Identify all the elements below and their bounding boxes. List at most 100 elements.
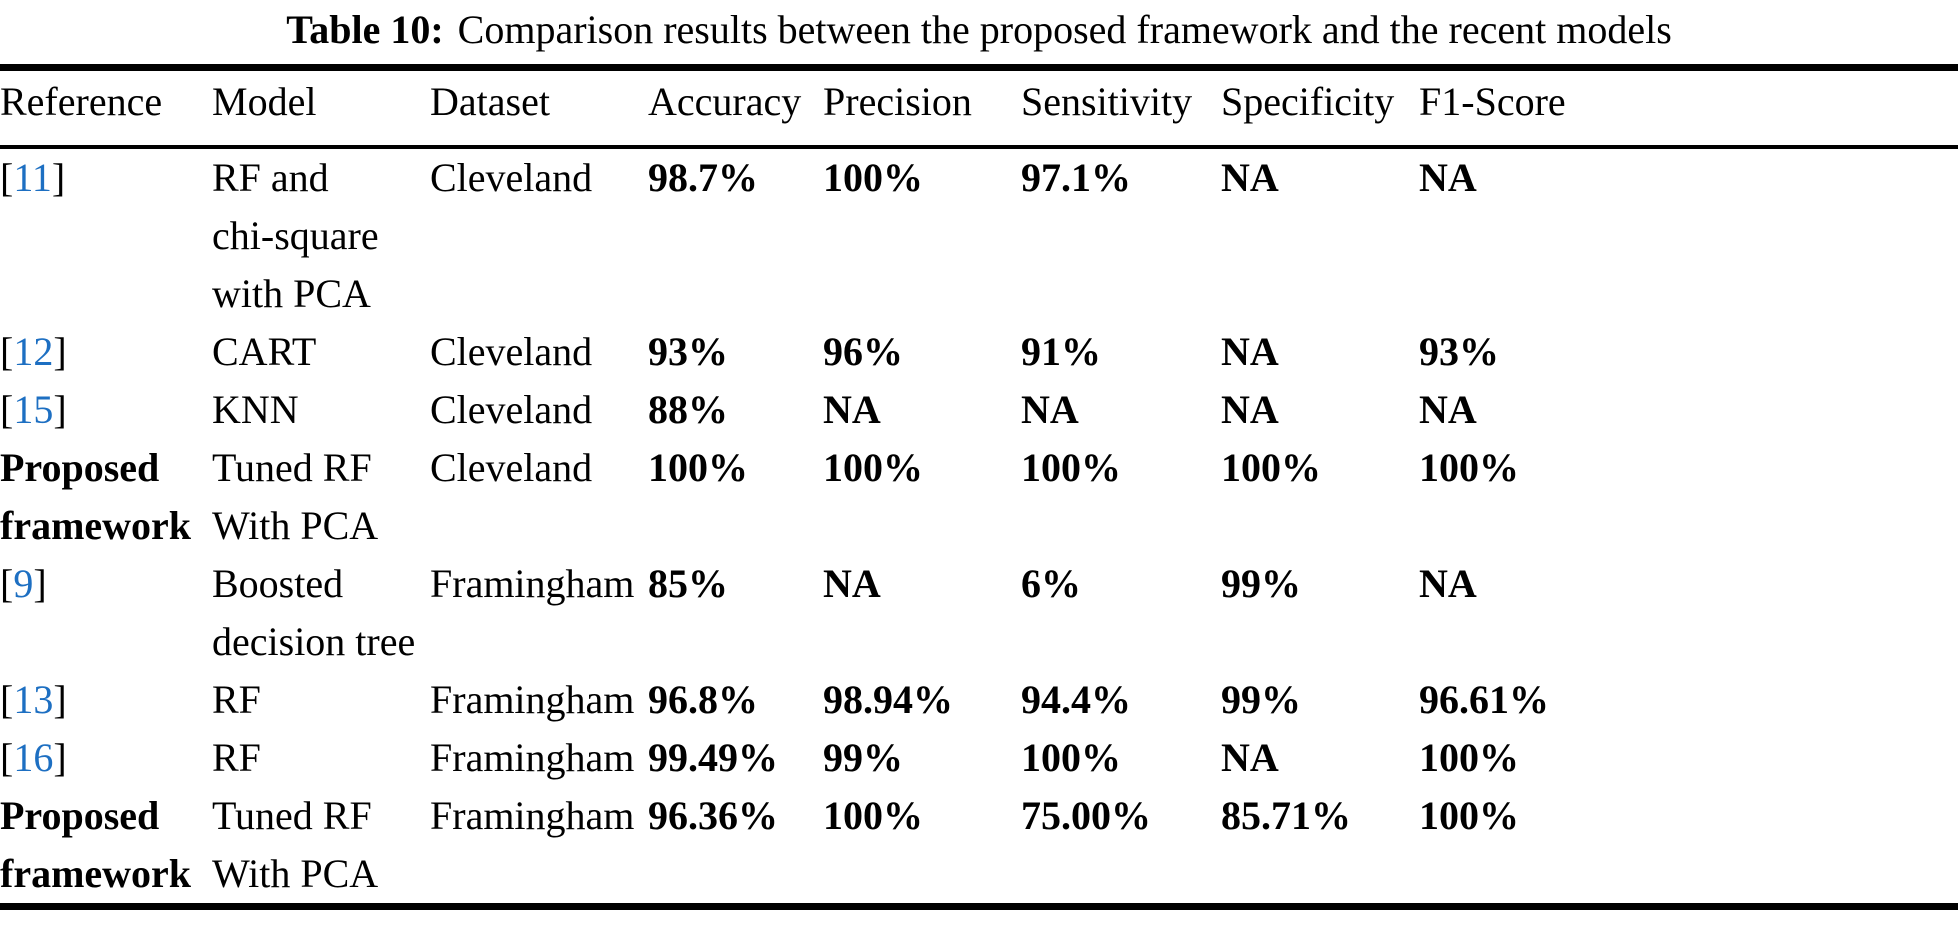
proposed-framework-label: Proposed xyxy=(0,793,160,838)
dataset-cell: Framingham xyxy=(430,793,635,838)
f1-score-cell: NA xyxy=(1419,155,1477,200)
model-line: With PCA xyxy=(212,851,379,896)
model-line: Tuned RF xyxy=(212,445,372,490)
specificity-cell: 85.71% xyxy=(1221,793,1351,838)
accuracy-cell: 96.8% xyxy=(648,677,758,722)
reference-cell: [13] xyxy=(0,671,212,729)
citation-link[interactable]: 15 xyxy=(13,387,54,432)
f1-score-cell: 93% xyxy=(1419,329,1499,374)
dataset-cell: Cleveland xyxy=(430,329,593,374)
column-header-f1-score: F1-Score xyxy=(1419,79,1566,124)
accuracy-cell: 98.7% xyxy=(648,155,758,200)
model-cell: Tuned RF With PCA xyxy=(212,787,430,907)
table-row: Proposed framework Tuned RF With PCA Framing… xyxy=(0,787,1958,907)
table-caption-label: Table 10: xyxy=(286,7,444,52)
reference-cell: [9] xyxy=(0,555,212,671)
citation-bracketed: [12] xyxy=(0,329,67,374)
column-header-precision: Precision xyxy=(823,79,972,124)
citation-link[interactable]: 11 xyxy=(13,155,52,200)
model-cell: Boosted decision tree xyxy=(212,555,430,671)
accuracy-cell: 96.36% xyxy=(648,793,778,838)
model-line: RF xyxy=(212,677,261,722)
specificity-cell: 99% xyxy=(1221,677,1301,722)
model-cell: RF xyxy=(212,671,430,729)
table-row: Proposed framework Tuned RF With PCA Clevela… xyxy=(0,439,1958,555)
sensitivity-cell: 91% xyxy=(1021,329,1101,374)
reference-cell: [12] xyxy=(0,323,212,381)
dataset-cell: Framingham xyxy=(430,735,635,780)
specificity-cell: NA xyxy=(1221,387,1279,432)
specificity-cell: NA xyxy=(1221,735,1279,780)
table-row: [9] Boosted decision tree Framingham 85% NA 6%… xyxy=(0,555,1958,671)
f1-score-cell: 96.61% xyxy=(1419,677,1549,722)
citation-bracketed: [9] xyxy=(0,561,47,606)
model-cell: RF and chi-square with PCA xyxy=(212,147,430,323)
f1-score-cell: NA xyxy=(1419,387,1477,432)
table-caption: Table 10: Comparison results between the … xyxy=(0,2,1958,58)
sensitivity-cell: 100% xyxy=(1021,445,1121,490)
sensitivity-cell: NA xyxy=(1021,387,1079,432)
dataset-cell: Framingham xyxy=(430,677,635,722)
model-line: decision tree xyxy=(212,619,416,664)
specificity-cell: 100% xyxy=(1221,445,1321,490)
table-row: [11] RF and chi-square with PCA Cleveland 98.… xyxy=(0,147,1958,323)
dataset-cell: Cleveland xyxy=(430,445,593,490)
precision-cell: 98.94% xyxy=(823,677,953,722)
model-cell: Tuned RF With PCA xyxy=(212,439,430,555)
accuracy-cell: 85% xyxy=(648,561,728,606)
dataset-cell: Cleveland xyxy=(430,155,593,200)
citation-bracketed: [15] xyxy=(0,387,67,432)
model-cell: CART xyxy=(212,323,430,381)
precision-cell: 100% xyxy=(823,155,923,200)
header-row: Reference Model Dataset Accuracy Precision Se… xyxy=(0,68,1958,147)
proposed-framework-label: framework xyxy=(0,851,192,896)
sensitivity-cell: 75.00% xyxy=(1021,793,1151,838)
precision-cell: 100% xyxy=(823,445,923,490)
column-header-sensitivity: Sensitivity xyxy=(1021,79,1193,124)
precision-cell: 96% xyxy=(823,329,903,374)
citation-link[interactable]: 9 xyxy=(13,561,34,606)
dataset-cell: Framingham xyxy=(430,561,635,606)
table-caption-text: Comparison results between the proposed … xyxy=(457,7,1672,52)
specificity-cell: NA xyxy=(1221,155,1279,200)
citation-link[interactable]: 16 xyxy=(13,735,54,780)
model-cell: RF xyxy=(212,729,430,787)
table-row: [13] RF Framingham 96.8% 98.94% 94.4% 99% 96.61… xyxy=(0,671,1958,729)
table-row: [16] RF Framingham 99.49% 99% 100% NA 100% xyxy=(0,729,1958,787)
proposed-framework-label: Proposed xyxy=(0,445,160,490)
citation-bracketed: [13] xyxy=(0,677,67,722)
column-header-reference: Reference xyxy=(0,79,163,124)
accuracy-cell: 93% xyxy=(648,329,728,374)
f1-score-cell: 100% xyxy=(1419,445,1519,490)
citation-bracketed: [11] xyxy=(0,155,66,200)
model-line: CART xyxy=(212,329,317,374)
accuracy-cell: 99.49% xyxy=(648,735,778,780)
table-row: [15] KNN Cleveland 88% NA NA NA NA xyxy=(0,381,1958,439)
sensitivity-cell: 6% xyxy=(1021,561,1081,606)
model-line: with PCA xyxy=(212,271,371,316)
column-header-accuracy: Accuracy xyxy=(648,79,802,124)
sensitivity-cell: 100% xyxy=(1021,735,1121,780)
reference-cell: [11] xyxy=(0,147,212,323)
reference-cell: [16] xyxy=(0,729,212,787)
sensitivity-cell: 94.4% xyxy=(1021,677,1131,722)
precision-cell: NA xyxy=(823,561,881,606)
reference-cell: Proposed framework xyxy=(0,439,212,555)
proposed-framework-label: framework xyxy=(0,503,192,548)
accuracy-cell: 88% xyxy=(648,387,728,432)
f1-score-cell: 100% xyxy=(1419,793,1519,838)
f1-score-cell: 100% xyxy=(1419,735,1519,780)
precision-cell: NA xyxy=(823,387,881,432)
model-line: With PCA xyxy=(212,503,379,548)
column-header-model: Model xyxy=(212,79,317,124)
precision-cell: 99% xyxy=(823,735,903,780)
f1-score-cell: NA xyxy=(1419,561,1477,606)
citation-link[interactable]: 13 xyxy=(13,677,54,722)
citation-bracketed: [16] xyxy=(0,735,67,780)
reference-cell: Proposed framework xyxy=(0,787,212,907)
reference-cell: [15] xyxy=(0,381,212,439)
model-line: RF and xyxy=(212,155,329,200)
model-line: RF xyxy=(212,735,261,780)
citation-link[interactable]: 12 xyxy=(13,329,54,374)
